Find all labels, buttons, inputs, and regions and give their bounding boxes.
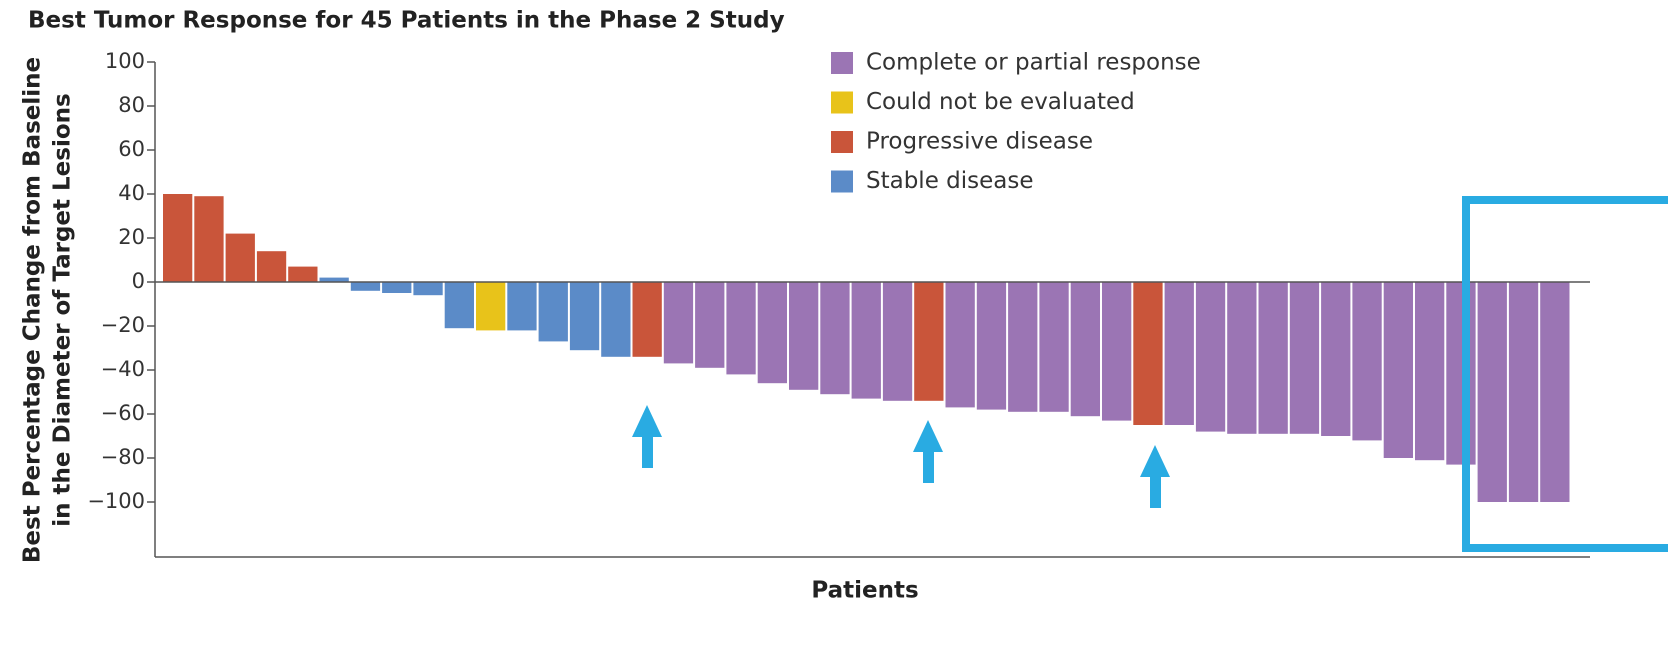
- legend-swatch: [831, 131, 853, 153]
- bar: [1321, 282, 1351, 436]
- highlight-box: [1462, 196, 1668, 552]
- bar: [1227, 282, 1257, 434]
- y-tick-label: 100: [105, 49, 145, 73]
- y-tick-label: 80: [118, 93, 145, 117]
- bar: [413, 282, 443, 296]
- bar: [1289, 282, 1320, 434]
- bar: [789, 282, 819, 390]
- bar: [945, 282, 975, 408]
- bar: [820, 282, 850, 395]
- bar: [1070, 282, 1100, 417]
- bar: [382, 282, 412, 293]
- legend-label: Stable disease: [866, 168, 1034, 194]
- bar: [1477, 282, 1507, 502]
- y-tick-label: 40: [118, 181, 145, 205]
- bar: [663, 282, 694, 364]
- y-axis-label: in the Diameter of Target Lesions: [50, 93, 76, 526]
- bar: [1446, 282, 1476, 465]
- bar: [695, 282, 725, 368]
- legend-label: Complete or partial response: [866, 50, 1201, 76]
- y-axis-label: Best Percentage Change from Baseline: [20, 57, 46, 563]
- bar: [194, 196, 224, 282]
- bar: [914, 282, 944, 401]
- chart-title: Best Tumor Response for 45 Patients in t…: [28, 8, 785, 34]
- bar: [1008, 282, 1038, 412]
- bar: [757, 282, 787, 384]
- y-tick-label: 0: [132, 269, 145, 293]
- bar: [632, 282, 662, 357]
- x-axis-label: Patients: [811, 578, 918, 604]
- y-tick-label: 60: [118, 137, 145, 161]
- y-tick-label: −80: [101, 445, 145, 469]
- bar: [1415, 282, 1445, 461]
- bar: [601, 282, 631, 357]
- legend-swatch: [831, 91, 853, 114]
- annotations: [632, 196, 1668, 552]
- bar: [1258, 282, 1288, 434]
- bar: [569, 282, 600, 351]
- bar: [350, 282, 381, 291]
- bar: [1039, 282, 1069, 412]
- bar: [1540, 282, 1570, 502]
- bar: [882, 282, 913, 401]
- legend-swatch: [831, 52, 853, 74]
- bar: [256, 251, 287, 282]
- bar: [476, 282, 506, 331]
- legend-label: Could not be evaluated: [866, 89, 1135, 115]
- bar: [538, 282, 568, 342]
- arrow: [1140, 445, 1170, 508]
- y-tick-label: −20: [101, 313, 145, 337]
- bar: [1133, 282, 1163, 425]
- bar: [1352, 282, 1382, 441]
- bar: [1195, 282, 1226, 432]
- bar: [288, 266, 318, 282]
- bar: [444, 282, 474, 329]
- y-tick-label: 20: [118, 225, 145, 249]
- y-tick-label: −60: [101, 401, 145, 425]
- bar: [1102, 282, 1132, 421]
- bar: [163, 194, 193, 282]
- bar: [851, 282, 881, 399]
- arrow: [913, 420, 943, 483]
- bar: [1164, 282, 1194, 425]
- bar: [726, 282, 756, 375]
- y-tick-label: −40: [101, 357, 145, 381]
- bar: [507, 282, 537, 331]
- bar: [319, 277, 349, 282]
- bar: [1508, 282, 1539, 502]
- plot-area: −100 −80 −60 −40 −20 0 20 40 60 80 100: [87, 49, 1590, 558]
- legend-label: Progressive disease: [866, 129, 1093, 155]
- bar: [225, 233, 255, 282]
- legend-swatch: [831, 170, 853, 193]
- arrow: [632, 405, 662, 468]
- y-tick-label: −100: [87, 489, 145, 513]
- bar: [976, 282, 1007, 410]
- bar: [1383, 282, 1413, 458]
